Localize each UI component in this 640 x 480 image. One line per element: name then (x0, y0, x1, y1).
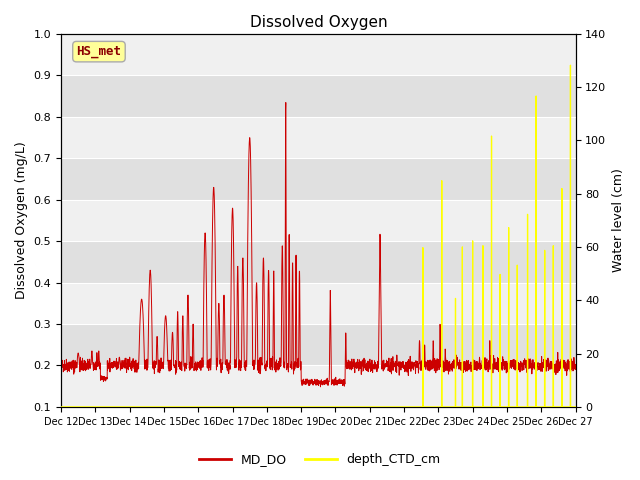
Y-axis label: Dissolved Oxygen (mg/L): Dissolved Oxygen (mg/L) (15, 142, 28, 300)
Title: Dissolved Oxygen: Dissolved Oxygen (250, 15, 387, 30)
Legend: MD_DO, depth_CTD_cm: MD_DO, depth_CTD_cm (195, 448, 445, 471)
Bar (61, 75, 575, 117)
Text: HS_met: HS_met (76, 45, 122, 58)
Y-axis label: Water level (cm): Water level (cm) (612, 168, 625, 272)
Bar (61, 158, 575, 200)
Bar (61, 324, 575, 365)
Bar (61, 241, 575, 283)
